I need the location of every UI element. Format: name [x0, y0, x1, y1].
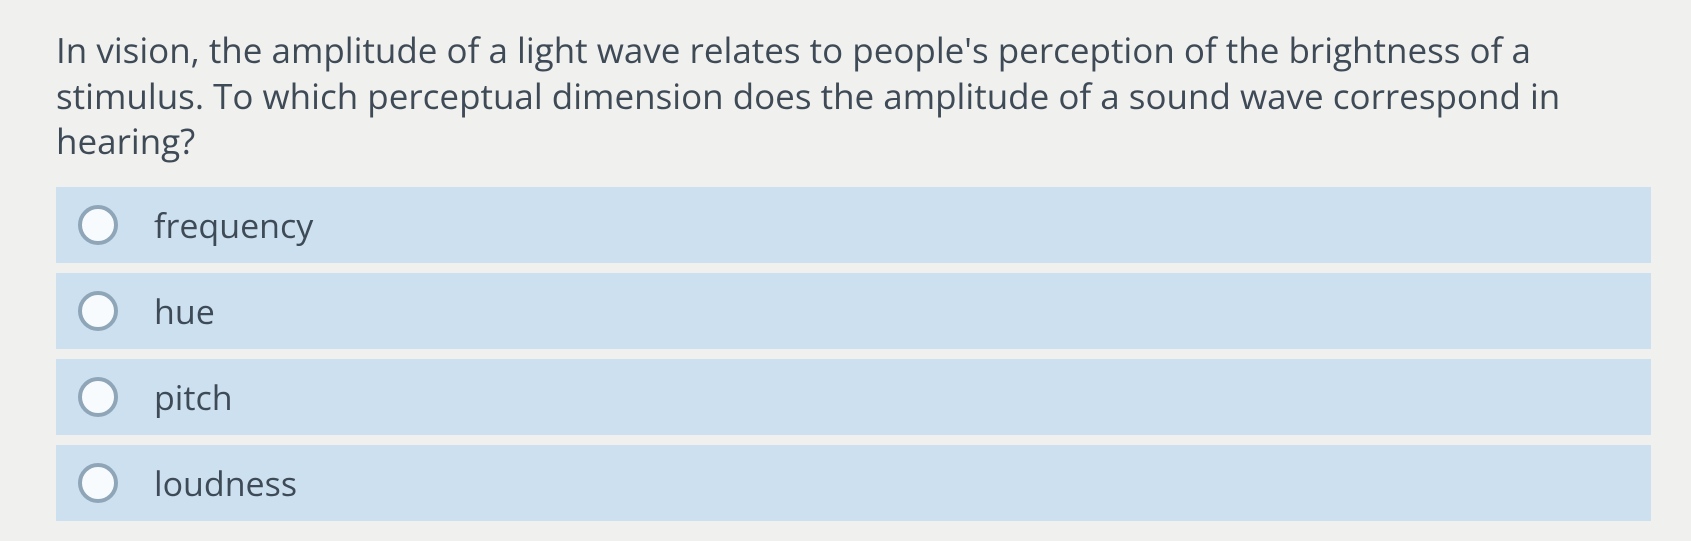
- question-text: In vision, the amplitude of a light wave…: [56, 28, 1651, 165]
- radio-icon[interactable]: [78, 205, 118, 245]
- option-frequency[interactable]: frequency: [56, 187, 1651, 263]
- option-hue[interactable]: hue: [56, 273, 1651, 349]
- option-label: frequency: [154, 202, 313, 248]
- option-label: pitch: [154, 374, 233, 420]
- radio-icon[interactable]: [78, 291, 118, 331]
- option-pitch[interactable]: pitch: [56, 359, 1651, 435]
- radio-icon[interactable]: [78, 377, 118, 417]
- radio-icon[interactable]: [78, 463, 118, 503]
- option-label: loudness: [154, 460, 297, 506]
- option-list: frequency hue pitch loudness: [56, 187, 1651, 521]
- option-label: hue: [154, 288, 215, 334]
- quiz-container: In vision, the amplitude of a light wave…: [0, 0, 1691, 541]
- option-loudness[interactable]: loudness: [56, 445, 1651, 521]
